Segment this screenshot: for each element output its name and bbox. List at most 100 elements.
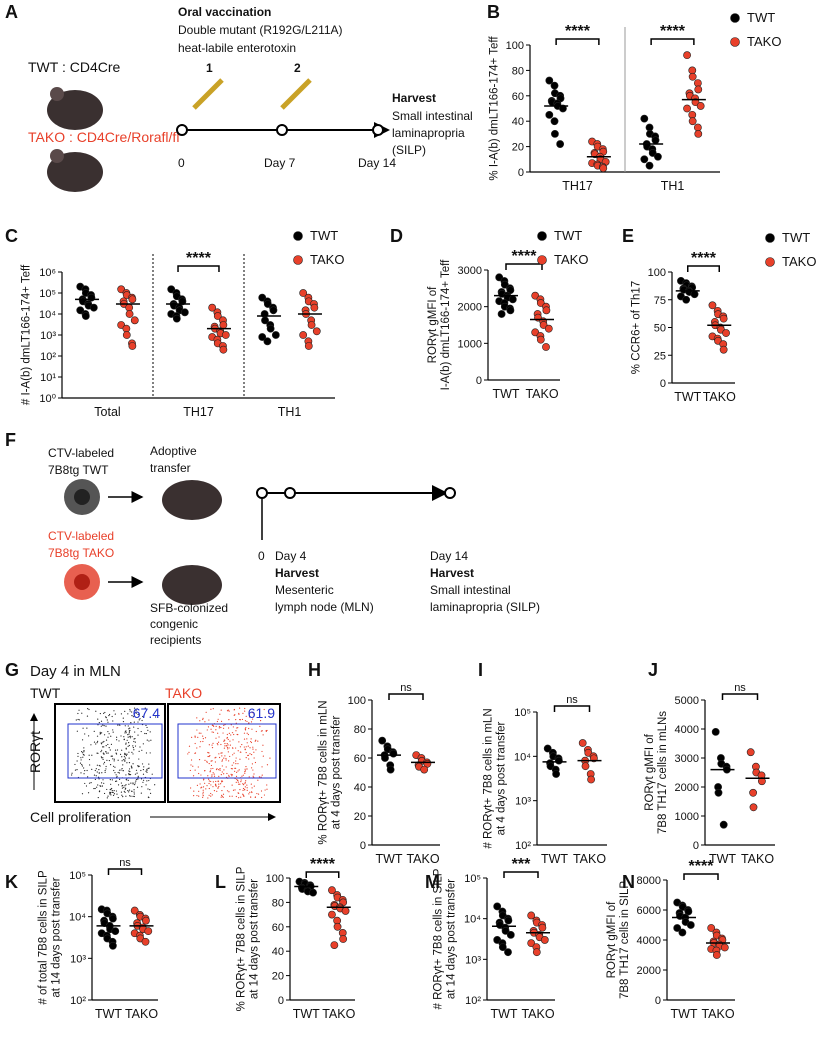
- y-axis-label: at 4 days post transfer: [495, 721, 507, 835]
- event-dot: [125, 732, 127, 734]
- event-dot: [128, 757, 130, 759]
- event-dot: [248, 776, 250, 778]
- panel-f: F CTV-labeled 7B8tg TWT CTV-labeled 7B8t…: [5, 430, 540, 647]
- x-tick-label: TAKO: [703, 390, 736, 404]
- event-dot: [200, 787, 202, 789]
- event-dot: [208, 744, 210, 746]
- event-dot: [228, 710, 230, 712]
- event-dot: [215, 785, 217, 787]
- event-dot: [135, 769, 138, 771]
- dot: [527, 939, 536, 948]
- event-dot: [254, 796, 256, 799]
- event-dot: [221, 759, 224, 761]
- event-dot: [210, 795, 212, 797]
- event-dot: [107, 736, 109, 738]
- event-dot: [78, 719, 80, 721]
- event-dot: [141, 719, 143, 722]
- event-dot: [113, 710, 115, 712]
- event-dot: [147, 767, 149, 770]
- event-dot: [139, 718, 141, 720]
- event-dot: [238, 792, 240, 794]
- event-dot: [239, 746, 242, 748]
- event-dot: [253, 785, 255, 787]
- event-dot: [249, 747, 251, 749]
- event-dot: [137, 721, 139, 723]
- event-dot: [109, 749, 111, 751]
- event-dot: [252, 769, 254, 771]
- event-dot: [109, 789, 111, 791]
- event-dot: [220, 783, 222, 785]
- event-dot: [202, 793, 204, 795]
- gate-value: 67.4: [133, 705, 160, 721]
- event-dot: [106, 797, 108, 799]
- x-tick-label: TWT: [674, 390, 701, 404]
- event-dot: [223, 740, 225, 742]
- event-dot: [235, 719, 237, 721]
- event-dot: [93, 787, 95, 790]
- event-dot: [190, 787, 192, 789]
- event-dot: [230, 773, 232, 775]
- event-dot: [189, 769, 191, 772]
- event-dot: [245, 727, 247, 729]
- event-dot: [250, 753, 253, 756]
- flow-plot: [54, 703, 166, 803]
- event-dot: [251, 728, 253, 730]
- event-dot: [266, 788, 268, 790]
- event-dot: [250, 741, 253, 744]
- y-tick-label: 10³: [465, 954, 481, 966]
- event-dot: [244, 729, 247, 731]
- label: Day 4: [275, 549, 307, 563]
- event-dot: [125, 742, 127, 744]
- legend-label: TWT: [782, 230, 810, 245]
- dot: [719, 820, 728, 829]
- event-dot: [218, 736, 220, 738]
- event-dot: [238, 769, 240, 771]
- x-tick-label: TAKO: [125, 1007, 158, 1021]
- event-dot: [124, 760, 126, 762]
- event-dot: [240, 779, 242, 781]
- y-axis-label: % I-A(b) dmLT166-174+ Teff: [488, 36, 500, 181]
- dot: [684, 907, 693, 916]
- event-dot: [247, 754, 249, 757]
- y-tick-label: 0: [693, 840, 699, 852]
- event-dot: [220, 726, 222, 729]
- event-dot: [150, 739, 152, 741]
- event-dot: [145, 732, 147, 735]
- axis-label: RORγt: [27, 731, 43, 773]
- event-dot: [108, 733, 110, 735]
- event-dot: [198, 732, 200, 734]
- y-tick-label: 40: [354, 782, 366, 794]
- event-dot: [256, 792, 258, 795]
- y-axis-label: 7B8 TH17 cells in mLNs: [657, 711, 669, 834]
- event-dot: [126, 739, 128, 741]
- event-dot: [102, 758, 104, 761]
- event-dot: [133, 791, 135, 793]
- event-dot: [108, 747, 110, 749]
- event-dot: [151, 773, 153, 775]
- sig-label: ****: [310, 856, 336, 873]
- event-dot: [129, 737, 132, 739]
- event-dot: [83, 767, 85, 769]
- y-tick-label: 10³: [40, 330, 56, 342]
- event-dot: [136, 708, 138, 710]
- dot: [694, 85, 703, 94]
- y-axis-label: # of total 7B8 cells in SILP: [37, 870, 49, 1005]
- event-dot: [202, 735, 204, 737]
- event-dot: [96, 786, 98, 788]
- y-tick-label: 10⁴: [514, 751, 531, 763]
- event-dot: [128, 762, 131, 764]
- event-dot: [212, 767, 214, 770]
- event-dot: [244, 720, 247, 722]
- dot: [130, 906, 139, 915]
- y-tick-label: 0: [278, 995, 284, 1007]
- event-dot: [230, 768, 232, 770]
- event-dot: [215, 729, 217, 731]
- y-axis-label: RORγt gMFI of: [606, 901, 618, 978]
- event-dot: [129, 708, 131, 711]
- sig-label: ns: [119, 857, 131, 869]
- event-dot: [239, 789, 241, 791]
- event-dot: [198, 758, 201, 761]
- sig-bracket: [687, 265, 720, 272]
- sig-label: ns: [566, 694, 578, 706]
